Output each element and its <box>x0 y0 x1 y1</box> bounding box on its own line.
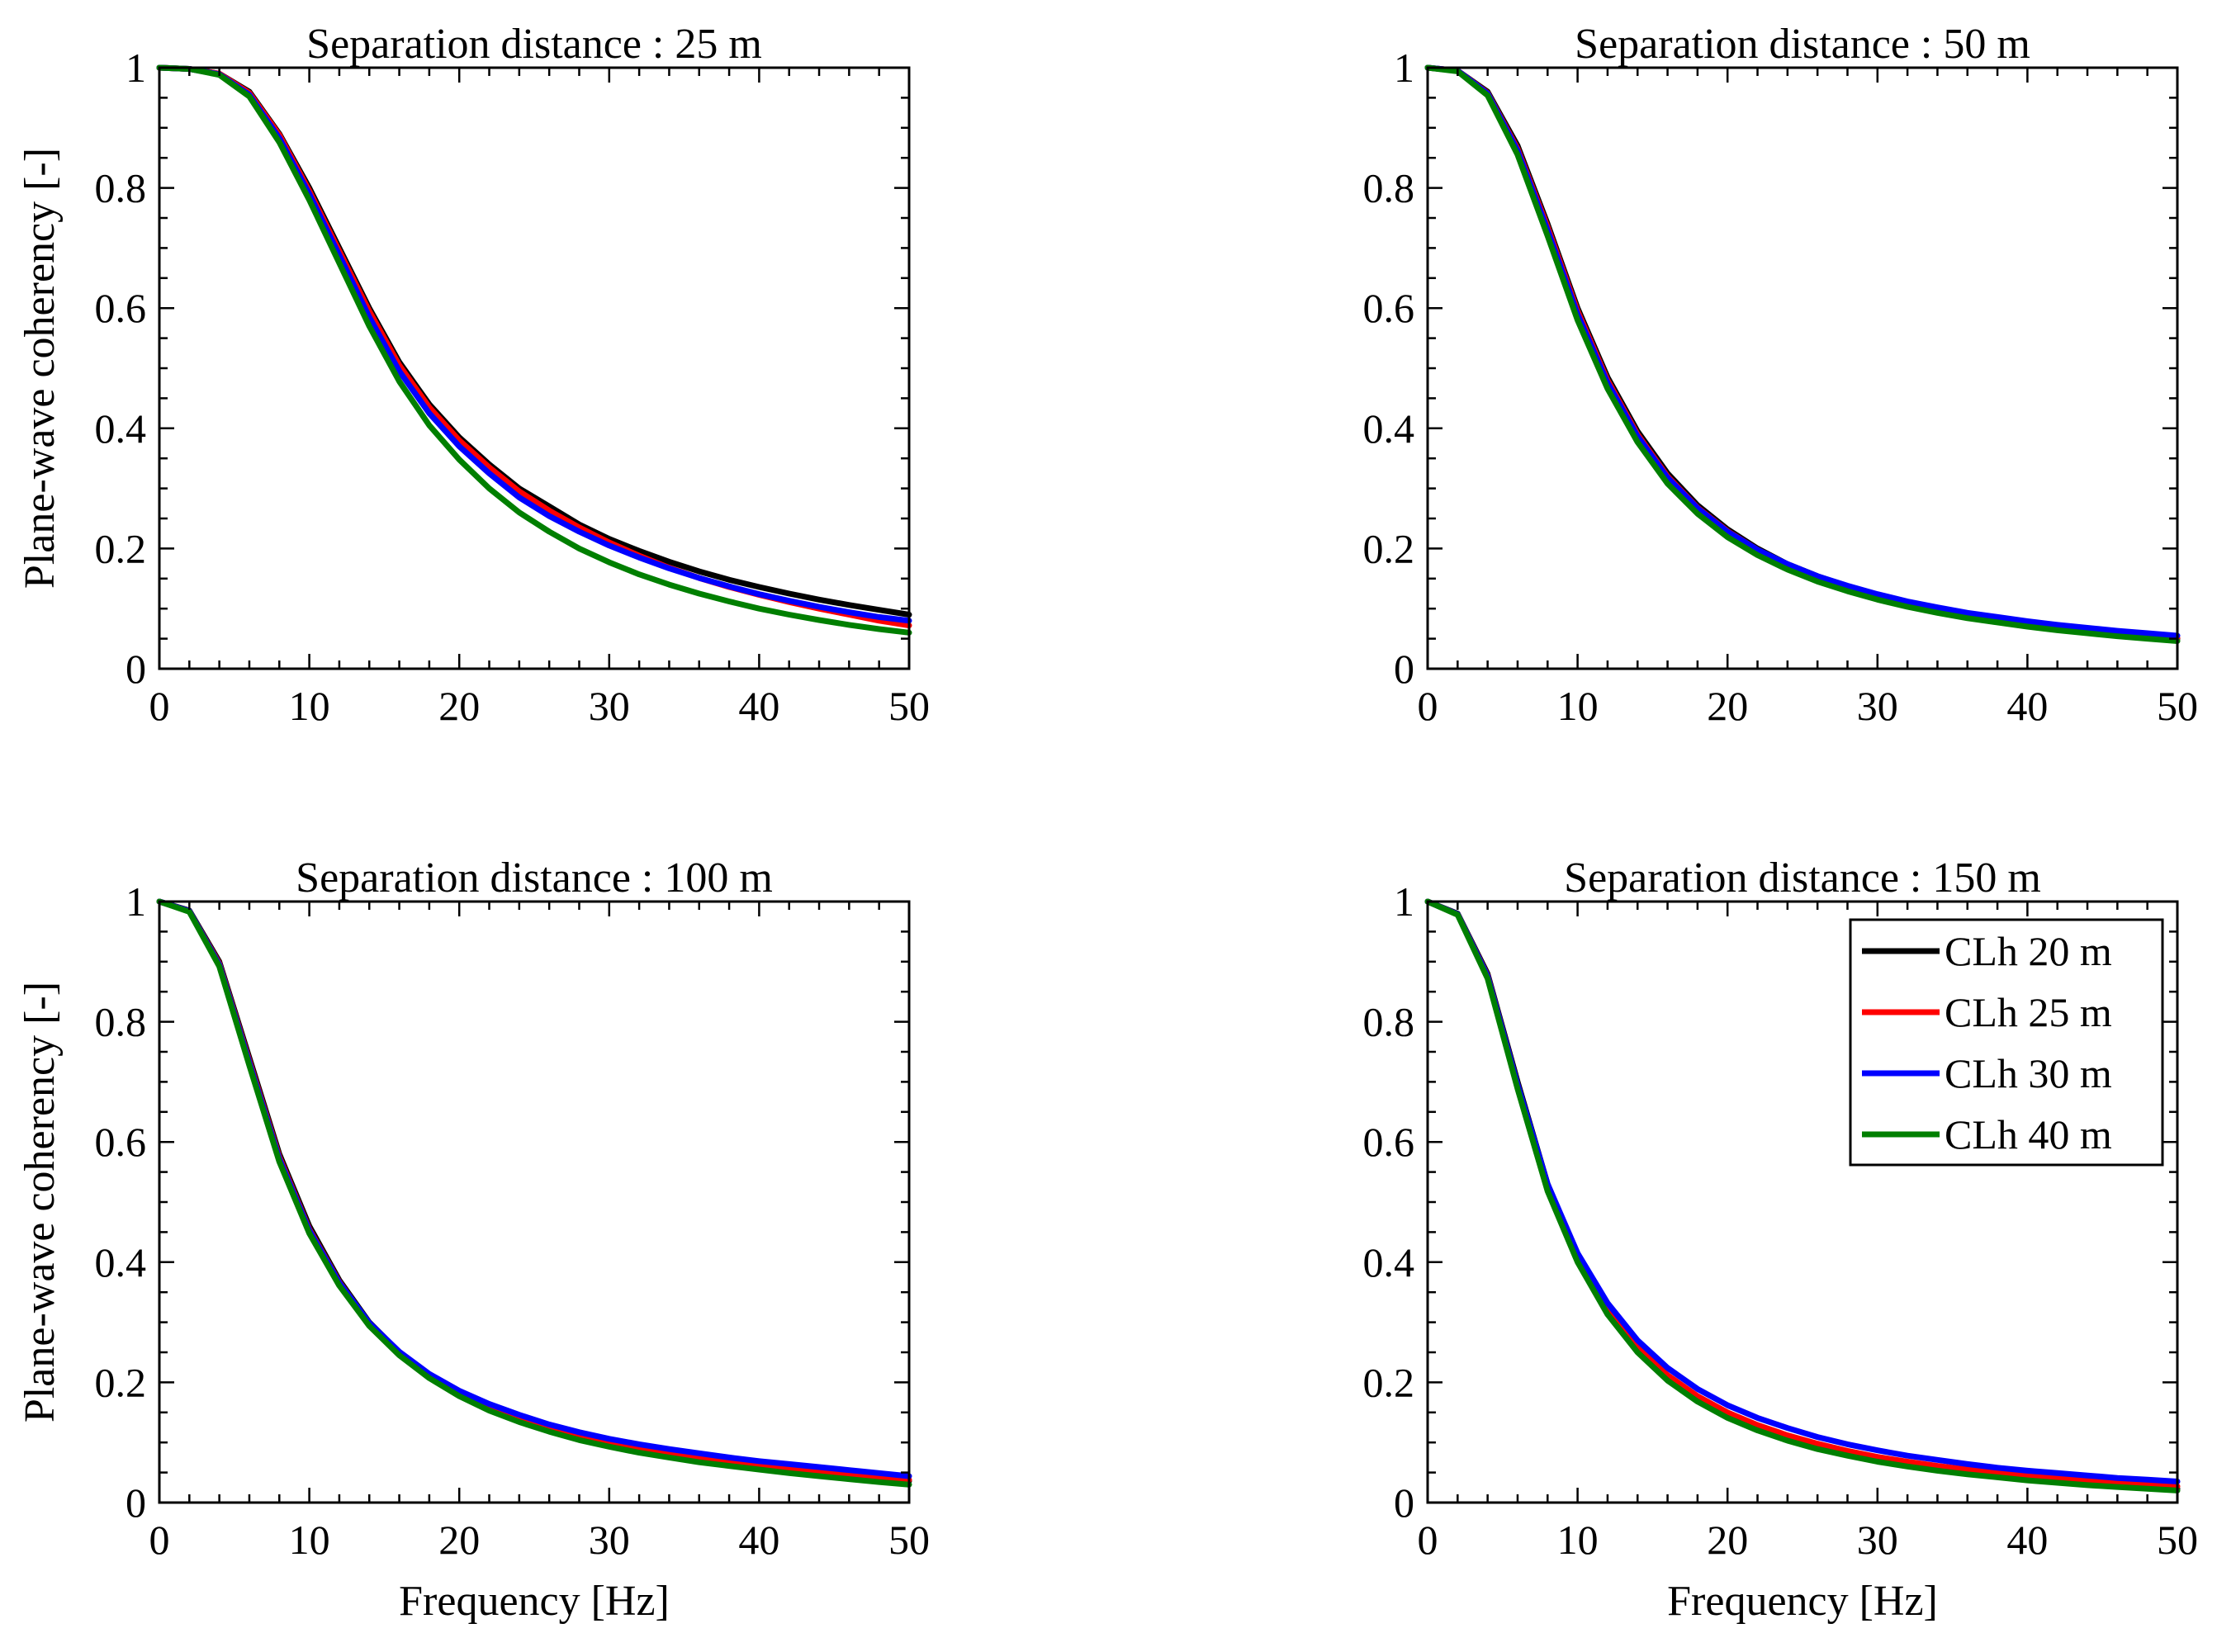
y-tick-label: 0.4 <box>1363 405 1415 452</box>
y-tick-label: 0.6 <box>95 1119 147 1165</box>
y-tick-label: 0.6 <box>1363 285 1415 331</box>
x-tick-label: 20 <box>1707 1517 1748 1563</box>
y-tick-label: 0.8 <box>1363 165 1415 211</box>
legend-label: CLh 25 m <box>1945 989 2112 1035</box>
y-axis-title: Plane-wave coherency [-] <box>17 148 64 589</box>
series-line-clh-25-m <box>156 64 912 629</box>
series-line-clh-40-m <box>1424 64 2181 644</box>
legend-box <box>1849 918 2164 1167</box>
y-tick-label: 1 <box>126 878 146 925</box>
x-tick-label: 0 <box>1418 1517 1438 1563</box>
x-tick-label: 20 <box>438 683 480 729</box>
x-tick-label: 50 <box>2157 683 2198 729</box>
plot-frame <box>158 66 911 670</box>
chart-title: Separation distance : 25 m <box>306 21 762 68</box>
x-tick-label: 0 <box>149 1517 170 1563</box>
legend: CLh 20 m CLh 25 m CLh 30 m CLh 40 m <box>1849 918 2164 1167</box>
y-tick-label: 0 <box>1394 1479 1414 1526</box>
chart-panel-3: Separation distance : 100 m 0 10 20 30 40 50 0 0… <box>17 854 930 1625</box>
x-tick-label: 20 <box>438 1517 480 1563</box>
y-tick-label: 0.2 <box>95 1359 147 1405</box>
series-line-clh-25-m <box>1424 64 2181 641</box>
y-tick-label: 0.8 <box>1363 999 1415 1045</box>
x-tick-label: 40 <box>2006 683 2048 729</box>
series-line-clh-20-m <box>156 64 912 618</box>
x-tick-label: 10 <box>1557 1517 1599 1563</box>
y-tick-label: 0.4 <box>95 405 147 452</box>
x-tick-label: 10 <box>1557 683 1599 729</box>
x-axis-title: Frequency [Hz] <box>399 1578 670 1625</box>
x-tick-label: 30 <box>1857 683 1898 729</box>
series-line-clh-30-m <box>1424 898 2181 1484</box>
series-line-clh-40-m <box>156 898 912 1488</box>
chart-panel-2: Separation distance : 50 m 0 10 20 30 40 50 0 0.… <box>1363 21 2199 729</box>
x-tick-label: 30 <box>1857 1517 1898 1563</box>
y-tick-label: 0.6 <box>95 285 147 331</box>
x-tick-label: 30 <box>589 1517 630 1563</box>
y-tick-label: 0.4 <box>1363 1239 1415 1285</box>
chart-panel-1: Separation distance : 25 m 0 10 20 30 40 50 0 0.… <box>17 21 930 729</box>
x-tick-label: 10 <box>289 1517 330 1563</box>
series-line-clh-40-m <box>156 64 912 636</box>
y-tick-label: 0 <box>1394 646 1414 692</box>
series-line-clh-20-m <box>156 898 912 1484</box>
y-tick-label: 0.2 <box>1363 525 1415 571</box>
x-tick-label: 40 <box>738 1517 779 1563</box>
legend-label: CLh 40 m <box>1945 1111 2112 1157</box>
y-tick-label: 0.6 <box>1363 1119 1415 1165</box>
y-tick-label: 0.8 <box>95 165 147 211</box>
y-tick-label: 0.2 <box>1363 1359 1415 1405</box>
x-tick-label: 0 <box>1418 683 1438 729</box>
chart-panel-4: Separation distance : 150 m 0 10 20 30 40 50 0 0… <box>1363 854 2199 1625</box>
x-tick-label: 10 <box>289 683 330 729</box>
x-axis-title: Frequency [Hz] <box>1667 1578 1938 1625</box>
series-line-clh-40-m <box>1424 898 2181 1493</box>
x-tick-label: 20 <box>1707 683 1748 729</box>
chart-title: Separation distance : 100 m <box>296 854 773 902</box>
series-line-clh-20-m <box>1424 64 2181 642</box>
chart-title: Separation distance : 150 m <box>1564 854 2041 902</box>
y-tick-label: 1 <box>1394 45 1414 91</box>
y-tick-label: 0.8 <box>95 999 147 1045</box>
chart-title: Separation distance : 50 m <box>1575 21 2030 68</box>
y-tick-label: 0.4 <box>95 1239 147 1285</box>
x-tick-label: 50 <box>2157 1517 2198 1563</box>
legend-label: CLh 30 m <box>1945 1050 2112 1096</box>
y-tick-label: 1 <box>126 45 146 91</box>
y-tick-label: 0.2 <box>95 525 147 571</box>
series-line-clh-25-m <box>156 898 912 1483</box>
x-tick-label: 50 <box>888 683 930 729</box>
series-line-clh-30-m <box>1424 64 2181 639</box>
x-tick-label: 0 <box>149 683 170 729</box>
x-tick-label: 40 <box>2006 1517 2048 1563</box>
y-tick-label: 1 <box>1394 878 1414 925</box>
series-line-clh-30-m <box>156 64 912 624</box>
legend-label: CLh 20 m <box>1945 928 2112 974</box>
y-axis-title: Plane-wave coherency [-] <box>17 982 64 1422</box>
x-tick-label: 40 <box>738 683 779 729</box>
plot-frame <box>158 900 911 1504</box>
y-tick-label: 0 <box>126 1479 146 1526</box>
y-tick-label: 0 <box>126 646 146 692</box>
x-tick-label: 30 <box>589 683 630 729</box>
series-line-clh-30-m <box>156 898 912 1479</box>
x-tick-label: 50 <box>888 1517 930 1563</box>
